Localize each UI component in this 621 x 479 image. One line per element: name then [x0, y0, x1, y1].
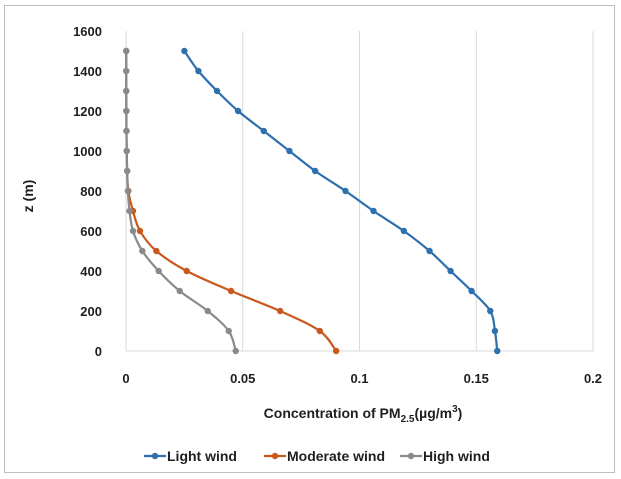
data-point — [183, 267, 190, 275]
data-point — [123, 87, 130, 95]
x-tick-label: 0.2 — [584, 371, 602, 386]
x-tick-label: 0 — [122, 371, 129, 386]
data-point — [227, 287, 235, 295]
x-tick-label: 0.1 — [350, 371, 368, 386]
legend-item-moderate-wind: Moderate wind — [264, 448, 385, 464]
legend-marker — [151, 452, 159, 460]
data-point — [316, 327, 324, 335]
series-moderate-wind — [123, 47, 340, 355]
x-axis-title-superscript: 3 — [452, 404, 458, 415]
legend-item-high-wind: High wind — [400, 448, 490, 464]
legend-marker — [271, 452, 279, 460]
legend-item-light-wind: Light wind — [144, 448, 237, 464]
data-point — [342, 187, 349, 195]
data-point — [139, 247, 146, 255]
data-point — [124, 187, 132, 195]
legend: Light wind Moderate wind High wind — [144, 448, 490, 464]
data-point — [494, 347, 501, 355]
legend-marker — [407, 452, 415, 460]
data-point — [126, 207, 133, 215]
series-high-wind — [123, 47, 239, 355]
y-tick-labels: 0 200 400 600 800 1000 1200 1400 1600 — [73, 24, 102, 359]
data-point — [129, 227, 137, 235]
y-tick-label: 1200 — [73, 104, 102, 119]
series-line-moderate-wind — [125, 51, 338, 352]
series-line-high-wind — [125, 51, 237, 352]
data-point — [136, 227, 144, 235]
data-point — [400, 227, 408, 235]
data-point — [123, 147, 130, 155]
x-axis-title-main: Concentration of PM — [264, 405, 401, 421]
data-point — [123, 127, 130, 135]
x-tick-label: 0.15 — [464, 371, 489, 386]
data-point — [181, 47, 188, 55]
x-axis-title-units-close: ) — [458, 405, 463, 421]
y-tick-label: 1400 — [73, 64, 102, 79]
data-point — [311, 167, 319, 175]
y-tick-label: 1000 — [73, 144, 102, 159]
x-axis-title-units: (µg/m — [414, 405, 452, 421]
line-chart: 0 200 400 600 800 1000 1200 1400 1600 0 0.05 0.1 0.… — [20, 24, 602, 464]
y-tick-label: 0 — [95, 344, 102, 359]
y-tick-label: 400 — [80, 264, 102, 279]
data-point — [232, 347, 239, 355]
legend-label: Light wind — [167, 448, 237, 464]
x-axis-title-subscript: 2.5 — [401, 414, 415, 425]
y-axis-title: z (m) — [20, 180, 36, 213]
data-point — [155, 267, 162, 275]
data-point — [234, 107, 242, 115]
data-point — [468, 287, 475, 295]
x-tick-labels: 0 0.05 0.1 0.15 0.2 — [122, 371, 602, 386]
data-point — [370, 207, 377, 215]
x-axis-title: Concentration of PM2.5(µg/m3) — [264, 404, 463, 425]
data-point — [332, 347, 340, 355]
chart-frame: 0 200 400 600 800 1000 1200 1400 1600 0 0.05 0.1 0.… — [4, 5, 615, 473]
data-point — [195, 67, 202, 75]
y-tick-label: 1600 — [73, 24, 102, 39]
data-point — [153, 247, 160, 255]
x-tick-label: 0.05 — [230, 371, 255, 386]
gridlines — [125, 31, 594, 352]
data-point — [176, 287, 183, 295]
data-point — [260, 127, 267, 135]
series-group — [123, 47, 501, 355]
data-point — [213, 87, 221, 95]
y-tick-label: 600 — [80, 224, 102, 239]
data-point — [447, 267, 454, 275]
data-point — [276, 307, 284, 315]
data-point — [491, 327, 499, 335]
series-light-wind — [181, 47, 501, 355]
data-point — [487, 307, 494, 315]
series-line-light-wind — [183, 50, 499, 352]
data-point — [286, 147, 293, 155]
data-point — [123, 167, 131, 175]
data-point — [123, 47, 130, 55]
y-tick-label: 200 — [80, 304, 102, 319]
legend-label: High wind — [423, 448, 490, 464]
data-point — [204, 307, 211, 315]
y-tick-label: 800 — [80, 184, 102, 199]
data-point — [225, 327, 232, 335]
legend-label: Moderate wind — [287, 448, 385, 464]
data-point — [426, 247, 433, 255]
data-point — [123, 67, 130, 75]
data-point — [123, 107, 130, 115]
